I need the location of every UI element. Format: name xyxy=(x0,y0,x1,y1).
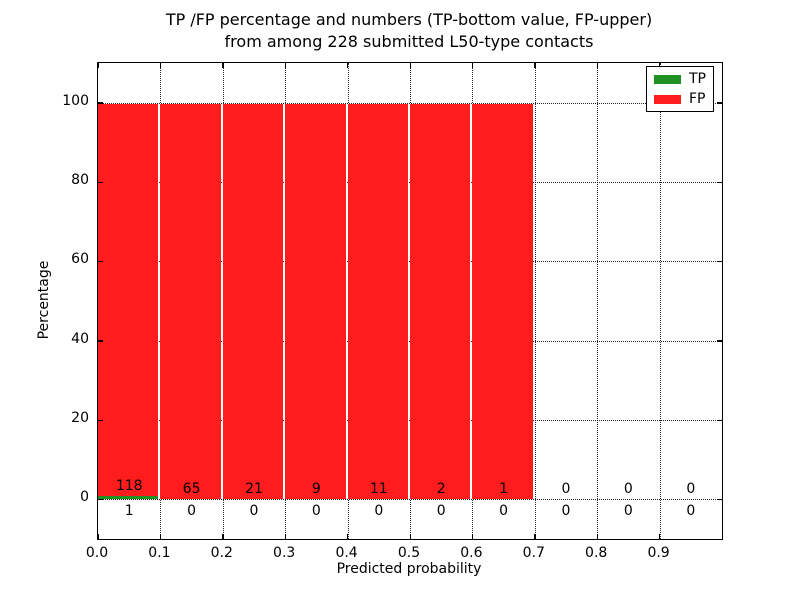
x-axis-tick-top xyxy=(97,63,99,68)
x-axis-tick-top xyxy=(471,63,474,68)
x-axis-tick xyxy=(409,534,411,539)
y-axis-tick-right xyxy=(717,419,722,421)
x-axis-tick xyxy=(347,534,349,539)
tp-count-label: 0 xyxy=(311,503,321,520)
x-axis-tick-top xyxy=(222,63,224,68)
x-axis-tick xyxy=(222,534,224,539)
chart-title-line2: from among 228 submitted L50-type contac… xyxy=(224,32,594,51)
tp-bar xyxy=(98,496,159,500)
x-axis-tick xyxy=(659,534,661,539)
x-axis-tick-top xyxy=(409,63,411,68)
tp-count-label: 0 xyxy=(561,503,571,520)
x-tick-label: 0.6 xyxy=(460,545,483,561)
x-tick-label: 0.3 xyxy=(273,545,296,561)
fp-legend-swatch xyxy=(654,94,681,104)
fp-legend-label: FP xyxy=(689,91,706,107)
x-axis-tick xyxy=(471,534,474,539)
y-axis-tick xyxy=(98,419,103,421)
fp-bar xyxy=(98,103,159,496)
x-axis-tick-top xyxy=(534,63,536,68)
fp-count-label: 1 xyxy=(499,481,509,498)
grid-line-vertical xyxy=(659,63,661,539)
x-tick-label: 0.5 xyxy=(397,545,421,561)
y-axis-tick xyxy=(98,102,103,104)
y-tick-label: 0 xyxy=(80,489,89,506)
x-axis-tick-top xyxy=(596,63,599,68)
x-axis-tick-top xyxy=(659,63,661,68)
x-tick-label: 0.7 xyxy=(522,545,545,561)
tp-count-label: 0 xyxy=(623,503,633,520)
fp-count-label: 21 xyxy=(245,481,263,498)
fp-count-label: 65 xyxy=(182,481,201,498)
fp-count-label: 11 xyxy=(369,481,388,498)
x-axis-tick xyxy=(596,534,599,539)
fp-bar xyxy=(285,103,346,500)
chart-title-line1: TP /FP percentage and numbers (TP-bottom… xyxy=(165,10,653,29)
fp-bar xyxy=(160,103,221,500)
y-axis-tick xyxy=(98,181,103,183)
fp-bar xyxy=(410,103,471,500)
tp-legend-label: TP xyxy=(689,71,706,87)
grid-line-vertical xyxy=(597,63,599,539)
x-tick-label: 0.2 xyxy=(210,545,233,561)
y-axis-tick-right xyxy=(717,340,722,342)
x-axis-tick-top xyxy=(284,63,287,68)
y-axis-label: Percentage xyxy=(36,260,52,340)
y-axis-tick-right xyxy=(717,181,722,183)
x-axis-tick xyxy=(534,534,536,539)
tp-count-label: 0 xyxy=(187,503,197,520)
fp-count-label: 2 xyxy=(436,481,446,498)
plot-area: 118 1 65 0 21 0 9 0 11 0 2 0 1 0 0 0 0 0 0 0 xyxy=(97,62,723,540)
fp-bar xyxy=(347,103,408,500)
tp-count-label: 0 xyxy=(436,503,446,520)
fp-count-label: 0 xyxy=(686,481,696,498)
fp-bar xyxy=(222,103,284,500)
x-tick-label: 0.4 xyxy=(335,545,358,561)
tp-count-label: 0 xyxy=(249,503,259,520)
y-axis-tick-right xyxy=(717,260,722,263)
y-tick-label: 60 xyxy=(71,251,89,268)
y-tick-label: 40 xyxy=(71,330,89,347)
fp-count-label: 0 xyxy=(561,481,571,498)
tp-count-label: 1 xyxy=(124,503,134,520)
y-axis-tick-right xyxy=(717,102,722,104)
y-tick-label: 100 xyxy=(62,92,89,109)
tp-count-label: 0 xyxy=(499,503,509,520)
x-tick-label: 0.9 xyxy=(647,545,670,561)
grid-line-vertical xyxy=(534,63,536,539)
legend-row-tp: TP xyxy=(647,71,713,87)
legend: TP FP xyxy=(646,66,714,112)
x-axis-tick xyxy=(97,534,99,539)
fp-count-label: 0 xyxy=(623,481,633,498)
x-axis-tick-top xyxy=(159,63,162,68)
x-tick-label: 0.8 xyxy=(585,545,608,561)
tp-count-label: 0 xyxy=(686,503,696,520)
y-axis-tick xyxy=(98,260,103,263)
legend-row-fp: FP xyxy=(647,91,713,107)
x-axis-label: Predicted probability xyxy=(336,561,482,577)
fp-count-label: 118 xyxy=(115,478,143,494)
chart-title: TP /FP percentage and numbers (TP-bottom… xyxy=(97,9,721,53)
x-axis-tick xyxy=(284,534,287,539)
y-axis-tick-right xyxy=(717,498,722,501)
tp-legend-swatch xyxy=(654,74,681,84)
y-axis-tick xyxy=(98,498,103,501)
x-axis-tick xyxy=(159,534,162,539)
y-axis-tick xyxy=(98,340,103,342)
y-tick-label: 20 xyxy=(71,410,89,426)
x-axis-tick-top xyxy=(347,63,349,68)
fp-bar xyxy=(472,103,533,500)
y-tick-label: 80 xyxy=(71,172,89,188)
x-tick-label: 0.0 xyxy=(85,545,109,561)
tp-count-label: 0 xyxy=(374,503,384,520)
x-tick-label: 0.1 xyxy=(148,545,171,561)
fp-count-label: 9 xyxy=(311,481,321,498)
